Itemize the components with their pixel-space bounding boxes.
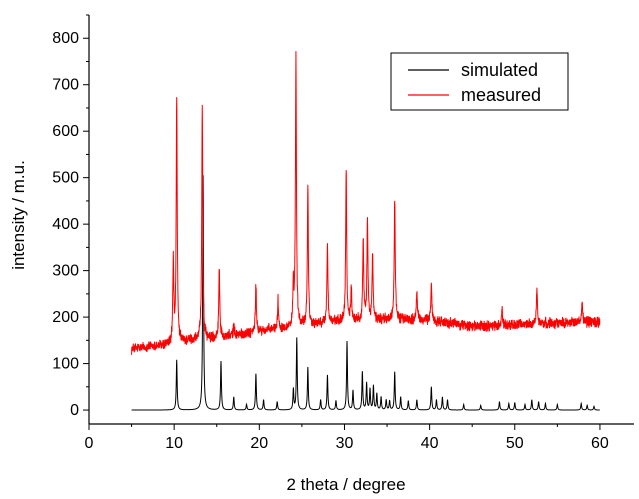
- y-tick-label: 800: [52, 30, 79, 47]
- legend-label-simulated: simulated: [461, 60, 538, 80]
- series-measured: [131, 51, 601, 355]
- y-tick-label: 200: [52, 309, 79, 326]
- series-simulated: [131, 175, 600, 411]
- legend-label-measured: measured: [461, 85, 541, 105]
- y-tick-label: 0: [70, 402, 79, 419]
- y-tick-label: 300: [52, 263, 79, 280]
- x-tick-label: 0: [85, 435, 94, 452]
- y-tick-label: 400: [52, 216, 79, 233]
- axes: [83, 14, 634, 430]
- x-tick-label: 60: [591, 435, 609, 452]
- plot-series: [131, 51, 601, 411]
- x-tick-label: 20: [250, 435, 268, 452]
- y-tick-label: 100: [52, 356, 79, 373]
- x-tick-label: 30: [336, 435, 354, 452]
- legend: simulated measured: [390, 52, 569, 111]
- y-tick-label: 500: [52, 170, 79, 187]
- legend-box: [390, 52, 569, 111]
- x-tick-label: 10: [165, 435, 183, 452]
- y-tick-label: 700: [52, 77, 79, 94]
- y-axis-label: intensity / m.u.: [9, 160, 28, 270]
- x-tick-label: 40: [421, 435, 439, 452]
- x-axis-label: 2 theta / degree: [286, 475, 405, 494]
- x-tick-label: 50: [506, 435, 524, 452]
- y-tick-label: 600: [52, 123, 79, 140]
